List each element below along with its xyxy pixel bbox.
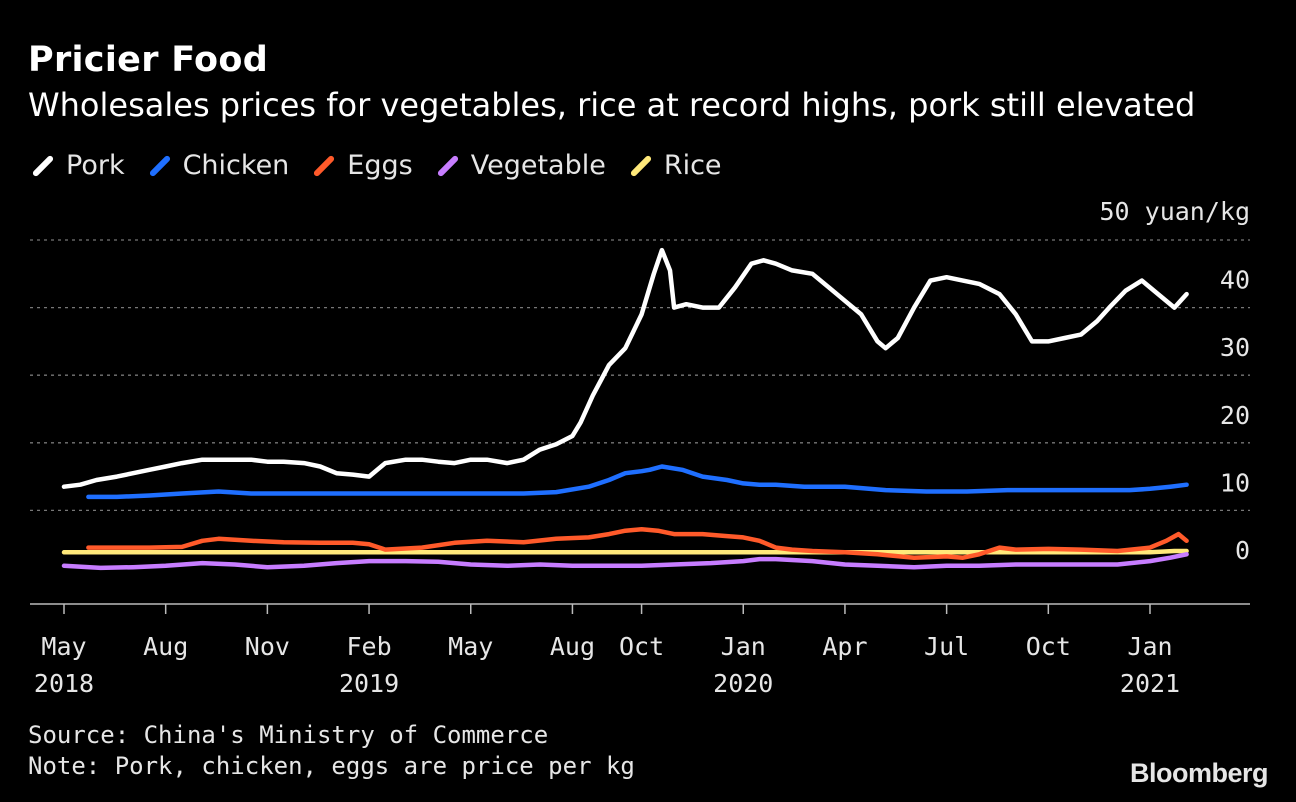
series-line-eggs	[86, 527, 1189, 560]
series-line-vegetable	[61, 552, 1189, 571]
x-tick-year-label: 2020	[713, 669, 773, 698]
y-axis-labels: 0 10 20 30 40	[1220, 266, 1250, 565]
x-tick-label: Oct	[1026, 632, 1071, 661]
x-tick-label: May	[41, 632, 86, 661]
legend-label-rice: Rice	[663, 150, 722, 181]
x-tick-year-label: 2021	[1120, 669, 1180, 698]
x-tick-label: Feb	[346, 632, 391, 661]
series-line-pork	[61, 247, 1189, 489]
legend-item-chicken: Chicken	[147, 150, 290, 181]
series-lines	[61, 247, 1189, 571]
legend-item-vegetable: Vegetable	[435, 150, 606, 181]
legend-label-chicken: Chicken	[182, 150, 290, 181]
y-tick-label: 20	[1220, 401, 1250, 430]
series-line-chicken	[86, 464, 1189, 500]
chart-title: Pricier Food	[28, 40, 269, 80]
x-tick-label: Oct	[619, 632, 664, 661]
footnote: Note: Pork, chicken, eggs are price per …	[28, 752, 635, 780]
x-tick-label: Aug	[550, 632, 595, 661]
x-axis: May 2018 Aug Nov Feb 2019 May Aug Oct Jan 2020 Apr J…	[30, 603, 1250, 698]
footer: Source: China's Ministry of Commerce Not…	[28, 720, 635, 782]
series-line-rice	[61, 548, 1189, 555]
legend-label-vegetable: Vegetable	[470, 150, 606, 181]
x-tick-label: May	[448, 632, 493, 661]
legend: Pork Chicken Eggs Vegetable Rice	[30, 150, 722, 181]
x-tick-label: Jan	[1127, 632, 1172, 661]
grid-lines	[30, 239, 1250, 512]
legend-item-eggs: Eggs	[311, 150, 413, 181]
y-tick-label: 0	[1235, 536, 1250, 565]
legend-label-pork: Pork	[66, 150, 125, 181]
x-tick-year-label: 2019	[339, 669, 399, 698]
y-tick-label: 40	[1220, 266, 1250, 295]
y-tick-label: 30	[1220, 333, 1250, 362]
legend-item-rice: Rice	[628, 150, 722, 181]
legend-item-pork: Pork	[30, 150, 125, 181]
source-note: Source: China's Ministry of Commerce	[28, 721, 549, 749]
x-tick-label: Nov	[245, 632, 290, 661]
x-tick-label: Jul	[924, 632, 969, 661]
bloomberg-logo: Bloomberg	[1129, 758, 1269, 788]
x-tick-label: Apr	[822, 632, 867, 661]
unit-label: 50 yuan/kg	[1099, 197, 1250, 226]
chart-subtitle: Wholesales prices for vegetables, rice a…	[28, 86, 1196, 124]
y-tick-label: 10	[1220, 468, 1250, 497]
x-tick-year-label: 2018	[34, 669, 94, 698]
x-tick-label: Aug	[143, 632, 188, 661]
legend-label-eggs: Eggs	[347, 150, 413, 181]
x-tick-label: Jan	[721, 632, 766, 661]
